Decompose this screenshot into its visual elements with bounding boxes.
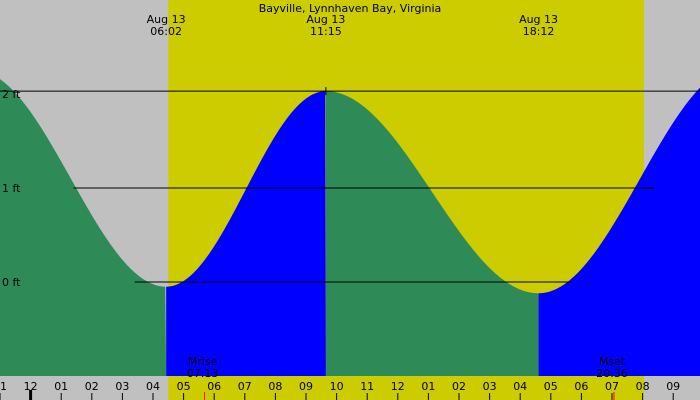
x-tick-label: 01 <box>421 380 435 393</box>
moon-event-label: Mrise <box>188 355 218 368</box>
x-tick-label: 07 <box>605 380 619 393</box>
x-tick-label: 11 <box>0 380 7 393</box>
tide-time-label: 18:12 <box>523 25 555 38</box>
rising-tide-area <box>166 87 700 376</box>
x-tick-label: 07 <box>238 380 252 393</box>
chart-title: Bayville, Lynnhaven Bay, Virginia <box>259 2 442 15</box>
x-tick-label: 02 <box>85 380 99 393</box>
moon-event-label: Mset <box>599 355 626 368</box>
x-tick-label: 08 <box>636 380 650 393</box>
x-tick-label: 04 <box>513 380 527 393</box>
x-tick-label: 12 <box>391 380 405 393</box>
x-tick-label: 03 <box>483 380 497 393</box>
moon-event-time: 07:13 <box>187 367 219 380</box>
x-tick-label: 09 <box>666 380 680 393</box>
x-tick-label: 01 <box>54 380 68 393</box>
tide-time-label: 06:02 <box>150 25 182 38</box>
y-tick-label: 2 ft <box>2 88 21 101</box>
x-tick-label: 08 <box>268 380 282 393</box>
x-tick-label: 06 <box>207 380 221 393</box>
tide-date-label: Aug 13 <box>306 13 345 26</box>
y-tick-label: 1 ft <box>2 182 21 195</box>
y-axis-labels: 0 ft 1 ft 2 ft <box>2 88 21 289</box>
x-tick-label: 06 <box>574 380 588 393</box>
x-tick-label: 10 <box>330 380 344 393</box>
x-axis-hours: 11 12 01 02 03 04 05 06 07 08 09 10 11 12 01 02 03 04 05 06… <box>0 380 680 400</box>
tide-height-lines <box>0 90 700 283</box>
moon-event-time: 20:36 <box>596 367 628 380</box>
y-tick-label: 0 ft <box>2 276 21 289</box>
x-tick-label: 03 <box>115 380 129 393</box>
x-tick-label: 05 <box>544 380 558 393</box>
x-tick-label: 04 <box>146 380 160 393</box>
x-tick-label: 12 <box>24 380 38 393</box>
x-tick-label: 11 <box>360 380 374 393</box>
x-tick-label: 09 <box>299 380 313 393</box>
x-tick-label: 02 <box>452 380 466 393</box>
tide-date-label: Aug 13 <box>147 13 186 26</box>
x-tick-label: 05 <box>177 380 191 393</box>
falling-tide-area <box>0 79 539 376</box>
tide-date-label: Aug 13 <box>519 13 558 26</box>
tide-time-label: 11:15 <box>310 25 342 38</box>
